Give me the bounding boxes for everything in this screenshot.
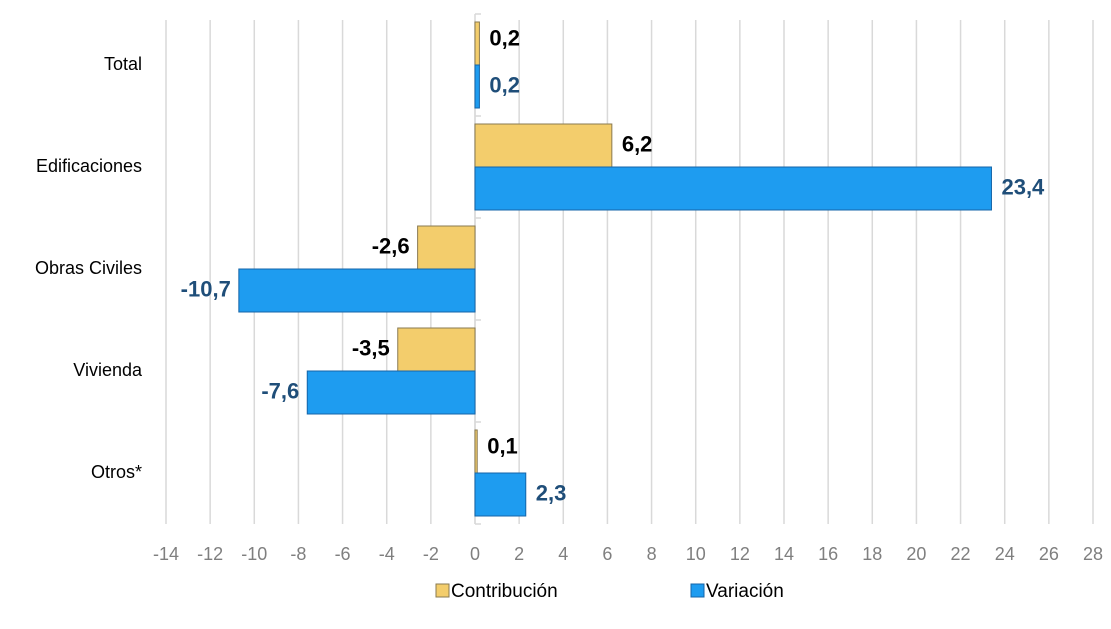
bar: [474, 64, 480, 109]
category-label: Obras Civiles: [35, 258, 142, 278]
x-tick-label: -2: [423, 544, 439, 564]
legend-swatch: [435, 583, 450, 598]
bar: [474, 123, 613, 168]
bar: [306, 370, 476, 415]
category-label: Total: [104, 54, 142, 74]
data-label: 0,1: [487, 433, 518, 458]
x-tick-label: 14: [774, 544, 794, 564]
legend-label: Contribución: [451, 581, 558, 602]
data-label: 0,2: [489, 25, 520, 50]
x-tick-label: 26: [1039, 544, 1059, 564]
data-label: -2,6: [372, 233, 410, 258]
legend-label: Variación: [706, 581, 784, 602]
category-label: Otros*: [91, 462, 142, 482]
x-tick-label: 0: [470, 544, 480, 564]
data-label: -3,5: [352, 335, 390, 360]
x-tick-label: 18: [862, 544, 882, 564]
data-label: 2,3: [536, 480, 567, 505]
bar: [474, 21, 480, 66]
bar: [474, 472, 527, 517]
data-label: 6,2: [622, 131, 653, 156]
x-tick-label: -6: [335, 544, 351, 564]
x-tick-label: -14: [153, 544, 179, 564]
bar: [238, 268, 476, 313]
data-label: -7,6: [261, 378, 299, 403]
x-tick-label: -4: [379, 544, 395, 564]
x-tick-label: 12: [730, 544, 750, 564]
x-tick-label: 28: [1083, 544, 1103, 564]
x-tick-label: 2: [514, 544, 524, 564]
x-tick-label: 20: [906, 544, 926, 564]
x-tick-label: -8: [290, 544, 306, 564]
x-tick-label: 16: [818, 544, 838, 564]
x-tick-label: 6: [602, 544, 612, 564]
x-tick-label: 8: [647, 544, 657, 564]
bar: [474, 429, 478, 474]
bar: [417, 225, 476, 270]
category-label: Edificaciones: [36, 156, 142, 176]
x-tick-label: 24: [995, 544, 1015, 564]
x-tick-label: -12: [197, 544, 223, 564]
x-tick-label: 10: [686, 544, 706, 564]
data-label: 23,4: [1001, 174, 1045, 199]
category-label: Vivienda: [73, 360, 143, 380]
x-tick-label: 22: [951, 544, 971, 564]
bar: [397, 327, 476, 372]
legend-swatch: [690, 583, 705, 598]
data-label: -10,7: [181, 276, 231, 301]
bar: [474, 166, 992, 211]
x-tick-label: -10: [241, 544, 267, 564]
x-tick-label: 4: [558, 544, 568, 564]
data-label: 0,2: [489, 72, 520, 97]
